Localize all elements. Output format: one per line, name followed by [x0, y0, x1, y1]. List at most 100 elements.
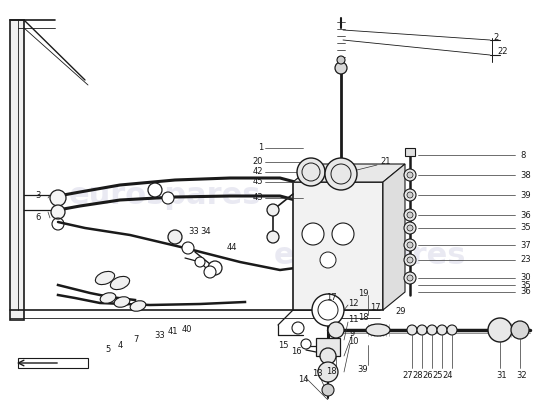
Text: 29: 29	[395, 308, 405, 316]
Circle shape	[488, 318, 512, 342]
Circle shape	[404, 222, 416, 234]
Circle shape	[328, 322, 344, 338]
Circle shape	[407, 172, 413, 178]
Text: 19: 19	[358, 288, 368, 298]
Ellipse shape	[366, 324, 390, 336]
Circle shape	[332, 223, 354, 245]
Text: 37: 37	[520, 240, 531, 250]
Text: 32: 32	[516, 370, 527, 380]
Circle shape	[148, 183, 162, 197]
Circle shape	[337, 56, 345, 64]
Circle shape	[407, 242, 413, 248]
Text: 40: 40	[182, 326, 192, 334]
Text: 43: 43	[252, 194, 263, 202]
Circle shape	[407, 275, 413, 281]
Text: 17: 17	[326, 294, 336, 302]
Circle shape	[325, 158, 357, 190]
Ellipse shape	[114, 297, 130, 307]
Text: 28: 28	[412, 370, 424, 380]
Text: 10: 10	[348, 338, 359, 346]
Text: 36: 36	[520, 210, 531, 220]
Text: 33: 33	[188, 228, 199, 236]
Circle shape	[407, 257, 413, 263]
Text: 8: 8	[520, 150, 525, 160]
Circle shape	[335, 62, 347, 74]
Text: 13: 13	[312, 368, 322, 378]
Text: 5: 5	[105, 346, 110, 354]
Circle shape	[427, 325, 437, 335]
Circle shape	[292, 322, 304, 334]
Text: eurospares: eurospares	[274, 240, 466, 270]
Circle shape	[204, 266, 216, 278]
Polygon shape	[383, 164, 405, 310]
Circle shape	[182, 242, 194, 254]
Text: 1: 1	[258, 144, 263, 152]
Text: 34: 34	[200, 228, 211, 236]
Circle shape	[404, 239, 416, 251]
Polygon shape	[18, 358, 88, 368]
Circle shape	[50, 190, 66, 206]
Text: 16: 16	[291, 346, 301, 356]
Circle shape	[195, 257, 205, 267]
Text: 31: 31	[496, 370, 507, 380]
Text: 30: 30	[520, 274, 531, 282]
Text: 20: 20	[252, 158, 263, 166]
Circle shape	[417, 325, 427, 335]
Circle shape	[312, 294, 344, 326]
Circle shape	[407, 325, 417, 335]
Circle shape	[404, 272, 416, 284]
Text: 12: 12	[348, 298, 359, 308]
Text: 25: 25	[433, 370, 443, 380]
Circle shape	[404, 254, 416, 266]
Text: 35: 35	[520, 280, 531, 290]
Circle shape	[267, 204, 279, 216]
Circle shape	[51, 205, 65, 219]
Text: 7: 7	[133, 336, 139, 344]
Text: 39: 39	[520, 190, 531, 200]
Text: 9: 9	[350, 328, 355, 338]
Text: 24: 24	[443, 370, 453, 380]
Text: 17: 17	[370, 302, 381, 312]
Circle shape	[318, 362, 338, 382]
Text: 22: 22	[497, 48, 508, 56]
Text: 35: 35	[520, 224, 531, 232]
Ellipse shape	[111, 276, 130, 290]
Circle shape	[447, 325, 457, 335]
Circle shape	[267, 231, 279, 243]
Circle shape	[320, 348, 336, 364]
Circle shape	[302, 223, 324, 245]
Circle shape	[404, 189, 416, 201]
Text: 33: 33	[154, 330, 165, 340]
Ellipse shape	[130, 301, 146, 311]
Text: 2: 2	[493, 34, 498, 42]
Text: 44: 44	[227, 244, 238, 252]
Text: 15: 15	[278, 342, 289, 350]
Circle shape	[322, 384, 334, 396]
Circle shape	[407, 212, 413, 218]
Text: 4: 4	[118, 340, 123, 350]
Circle shape	[407, 225, 413, 231]
Text: 18: 18	[358, 314, 368, 322]
Text: 41: 41	[168, 328, 179, 336]
Circle shape	[168, 230, 182, 244]
Circle shape	[437, 325, 447, 335]
Circle shape	[407, 192, 413, 198]
Text: 11: 11	[348, 316, 359, 324]
Polygon shape	[293, 164, 405, 182]
Bar	[405, 148, 415, 156]
Text: 38: 38	[520, 170, 531, 180]
Text: 45: 45	[252, 178, 263, 186]
Bar	[293, 182, 383, 310]
Circle shape	[208, 261, 222, 275]
Circle shape	[320, 252, 336, 268]
Text: 6: 6	[35, 214, 40, 222]
Circle shape	[297, 158, 325, 186]
Text: eurospares: eurospares	[69, 180, 261, 210]
Circle shape	[511, 321, 529, 339]
Text: 14: 14	[298, 376, 308, 384]
Ellipse shape	[95, 272, 114, 284]
Text: 36: 36	[520, 288, 531, 296]
Text: 21: 21	[380, 158, 390, 166]
Circle shape	[301, 339, 311, 349]
Text: 23: 23	[520, 256, 531, 264]
